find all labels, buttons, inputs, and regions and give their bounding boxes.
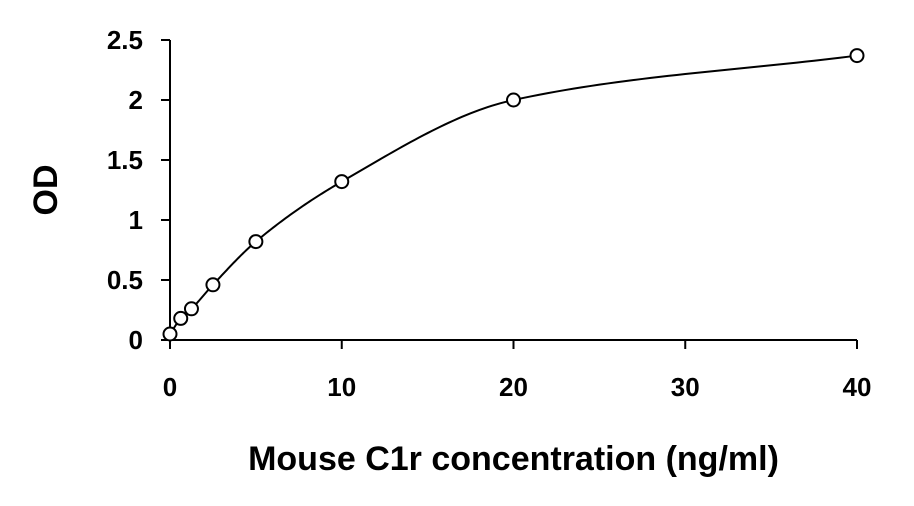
data-point <box>506 92 521 108</box>
data-point <box>849 48 865 64</box>
data-point <box>205 277 221 293</box>
y-tick-label: 0 <box>129 325 143 355</box>
x-tick-label: 20 <box>499 372 528 402</box>
data-point <box>334 174 350 190</box>
y-tick-label: 0.5 <box>107 265 143 295</box>
x-axis-ticks: 0 10 20 30 40 <box>163 340 872 402</box>
y-tick-label: 1 <box>129 205 143 235</box>
y-tick-label: 2 <box>129 85 143 115</box>
data-point <box>248 234 264 250</box>
y-tick-label: 1.5 <box>107 145 143 175</box>
y-axis-title: OD <box>27 165 65 216</box>
x-axis-title: Mouse C1r concentration (ng/ml) <box>248 440 779 478</box>
x-tick-label: 30 <box>671 372 700 402</box>
y-axis-ticks: 0 0.5 1 1.5 2 2.5 <box>107 25 170 355</box>
x-tick-label: 10 <box>327 372 356 402</box>
x-tick-label: 0 <box>163 372 177 402</box>
data-point <box>173 310 189 326</box>
data-points <box>162 48 865 342</box>
y-tick-label: 2.5 <box>107 25 143 55</box>
data-point <box>162 326 178 342</box>
data-point <box>183 301 199 317</box>
x-tick-label: 40 <box>843 372 872 402</box>
